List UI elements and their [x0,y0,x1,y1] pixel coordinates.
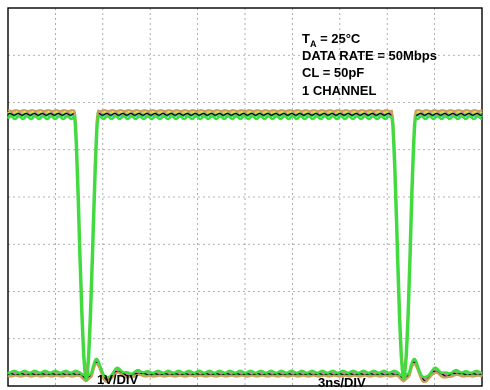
traces [7,109,483,384]
y-scale-label: 1V/DIV [97,372,139,387]
data-rate-label: DATA RATE = 50Mbps [302,48,437,63]
grid [8,8,482,386]
cl-label: CL = 50pF [302,65,364,80]
trace-low-green-extra [7,357,483,379]
x-scale-label: 3ns/DIV [318,375,366,390]
channel-label: 1 CHANNEL [302,83,376,98]
plot-frame [7,7,483,387]
ta-label: TA = 25°C [302,31,361,49]
